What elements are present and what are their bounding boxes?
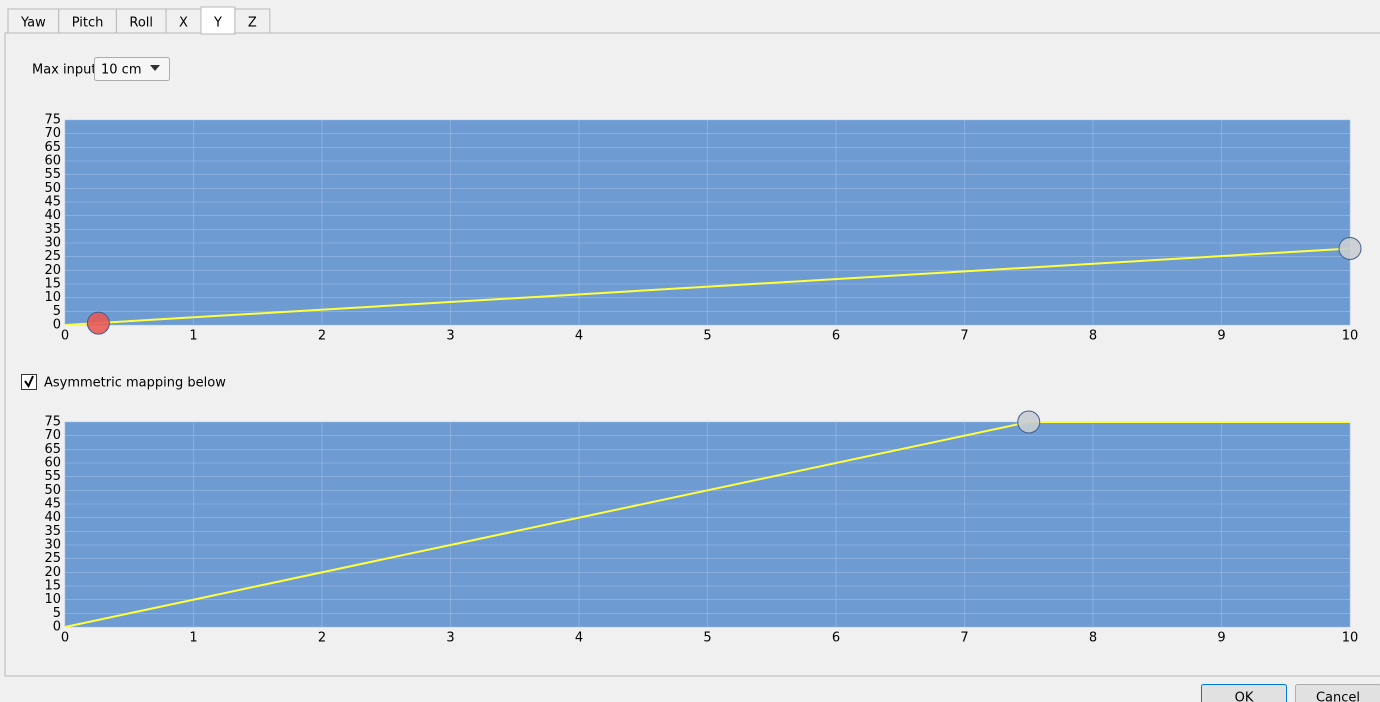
checkbox-label: Asymmetric mapping below xyxy=(44,376,226,391)
y-tick-label: 35 xyxy=(44,222,61,237)
x-tick-label: 0 xyxy=(61,329,69,344)
x-tick-label: 6 xyxy=(832,329,840,344)
y-tick-label: 60 xyxy=(44,456,61,471)
max-input-label: Max input xyxy=(32,63,96,78)
x-tick-label: 3 xyxy=(446,329,454,344)
y-tick-label: 40 xyxy=(44,510,61,525)
x-tick-label: 10 xyxy=(1342,631,1359,646)
x-tick-label: 8 xyxy=(1089,631,1097,646)
y-tick-label: 65 xyxy=(44,140,61,155)
x-tick-label: 4 xyxy=(575,329,583,344)
combo-arrow xyxy=(150,65,160,71)
y-tick-label: 55 xyxy=(44,167,61,182)
y-tick-label: 25 xyxy=(44,551,61,566)
y-tick-label: 30 xyxy=(44,538,61,553)
combo-box[interactable] xyxy=(94,57,170,81)
y-tick-label: 5 xyxy=(53,606,61,621)
y-tick-label: 75 xyxy=(44,113,61,128)
y-tick-label: 15 xyxy=(44,277,61,292)
y-tick-label: 30 xyxy=(44,236,61,251)
tab-label: Pitch xyxy=(72,16,104,31)
tab-label: Yaw xyxy=(20,16,46,31)
x-tick-label: 0 xyxy=(61,631,69,646)
x-tick-label: 9 xyxy=(1217,329,1225,344)
x-tick-label: 1 xyxy=(189,631,197,646)
tab[interactable] xyxy=(58,8,117,34)
y-tick-label: 50 xyxy=(44,483,61,498)
tab-label: Z xyxy=(248,16,257,31)
x-tick-label: 7 xyxy=(960,631,968,646)
y-tick-label: 50 xyxy=(44,181,61,196)
combo-value: 10 cm xyxy=(101,63,142,78)
control-point[interactable] xyxy=(1338,236,1362,260)
x-tick-label: 4 xyxy=(575,631,583,646)
y-tick-label: 20 xyxy=(44,263,61,278)
y-tick-label: 15 xyxy=(44,579,61,594)
y-tick-label: 70 xyxy=(44,126,61,141)
button[interactable] xyxy=(1295,684,1380,702)
checkmark xyxy=(24,375,34,389)
y-tick-label: 45 xyxy=(44,497,61,512)
x-tick-label: 1 xyxy=(189,329,197,344)
x-tick-label: 7 xyxy=(960,329,968,344)
x-tick-label: 9 xyxy=(1217,631,1225,646)
y-tick-label: 10 xyxy=(44,592,61,607)
tab[interactable] xyxy=(7,8,60,34)
x-tick-label: 5 xyxy=(703,631,711,646)
tab[interactable] xyxy=(115,8,167,34)
y-tick-label: 35 xyxy=(44,524,61,539)
x-tick-label: 10 xyxy=(1342,329,1359,344)
x-tick-label: 2 xyxy=(318,631,326,646)
y-tick-label: 60 xyxy=(44,154,61,169)
control-point[interactable] xyxy=(1017,410,1041,434)
tab[interactable] xyxy=(234,8,271,34)
y-tick-label: 25 xyxy=(44,249,61,264)
y-tick-label: 65 xyxy=(44,442,61,457)
x-tick-label: 3 xyxy=(446,631,454,646)
tab-label: Y xyxy=(213,16,222,31)
x-tick-label: 5 xyxy=(703,329,711,344)
y-tick-label: 75 xyxy=(44,415,61,430)
button[interactable] xyxy=(1201,684,1287,702)
y-tick-label: 10 xyxy=(44,290,61,305)
tab-label: X xyxy=(179,16,188,31)
y-tick-label: 20 xyxy=(44,565,61,580)
button-label: OK xyxy=(1235,691,1254,702)
y-tick-label: 0 xyxy=(53,318,61,333)
x-tick-label: 8 xyxy=(1089,329,1097,344)
y-tick-label: 40 xyxy=(44,208,61,223)
y-tick-label: 70 xyxy=(44,428,61,443)
y-tick-label: 55 xyxy=(44,469,61,484)
x-tick-label: 6 xyxy=(832,631,840,646)
button-label: Cancel xyxy=(1316,691,1360,702)
x-tick-label: 2 xyxy=(318,329,326,344)
mapping-curve xyxy=(64,247,1351,326)
y-tick-label: 45 xyxy=(44,195,61,210)
y-tick-label: 5 xyxy=(53,304,61,319)
tab-label: Roll xyxy=(129,16,153,31)
y-tick-label: 0 xyxy=(53,620,61,635)
control-point[interactable] xyxy=(86,311,110,335)
tab[interactable] xyxy=(165,8,202,34)
